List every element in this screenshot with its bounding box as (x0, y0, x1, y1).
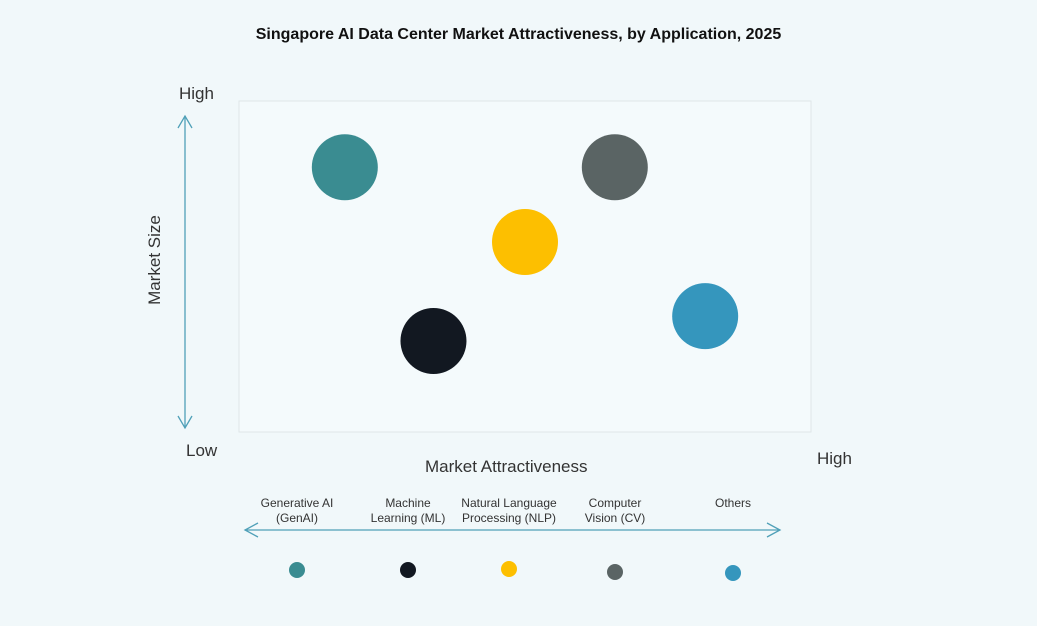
bubble-0 (311, 134, 378, 201)
legend-dot-0 (289, 562, 305, 578)
legend-arrow (243, 522, 782, 538)
legend-label-line1: Machine (385, 496, 431, 510)
legend-arrow-head-right (766, 522, 782, 538)
legend-label-line1: Others (714, 496, 751, 510)
legend-label-line2: Vision (CV) (584, 511, 646, 525)
legend-label-1: Machine Learning (ML) (343, 496, 473, 526)
legend-label-2: Natural Language Processing (NLP) (444, 496, 574, 526)
y-axis-low-label: Low (186, 441, 218, 460)
x-axis-high-label: High (817, 449, 852, 468)
legend-dot-2 (501, 561, 517, 577)
bubble-4 (672, 283, 739, 350)
y-axis-high-label: High (179, 84, 214, 103)
legend-label-line1: Generative AI (260, 496, 334, 510)
bubble-3 (581, 134, 648, 201)
legend-label-line2: Learning (ML) (370, 511, 446, 525)
legend-label-4: Others (668, 496, 798, 511)
legend-label-line1: Computer (588, 496, 642, 510)
bubble-2 (492, 209, 558, 276)
y-arrow-head-down (177, 415, 193, 430)
legend-label-line2: (GenAI) (275, 511, 318, 525)
legend-dot-1 (400, 562, 416, 578)
y-axis-arrow (177, 114, 193, 430)
chart-title: Singapore AI Data Center Market Attracti… (255, 26, 782, 43)
legend-label-3: Computer Vision (CV) (550, 496, 680, 526)
y-arrow-head-up (177, 114, 193, 129)
x-axis-label: Market Attractiveness (425, 457, 588, 476)
legend-dot-3 (607, 564, 623, 580)
legend-label-line2: Processing (NLP) (461, 511, 557, 525)
legend-dot-4 (725, 565, 741, 581)
legend-arrow-head-left (243, 522, 259, 538)
legend-label-0: Generative AI (GenAI) (232, 496, 362, 526)
legend-label-line1: Natural Language (461, 496, 557, 510)
bubble-1 (400, 307, 467, 374)
